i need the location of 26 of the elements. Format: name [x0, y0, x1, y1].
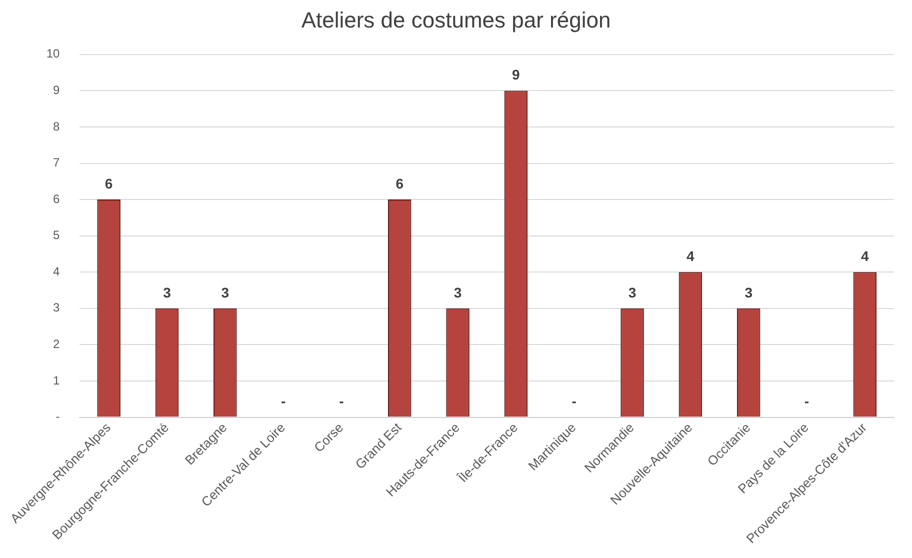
y-tick-label: 9 [53, 83, 60, 97]
data-label: 4 [861, 248, 870, 264]
data-label: - [804, 393, 810, 410]
data-label: 6 [104, 175, 113, 192]
data-label: 6 [396, 175, 404, 192]
data-label: 4 [686, 248, 695, 264]
data-label: 3 [628, 284, 636, 300]
data-label: 3 [744, 284, 753, 300]
y-tick-label: 7 [53, 156, 60, 170]
data-label: 3 [454, 284, 462, 300]
data-label: 9 [512, 66, 520, 83]
y-tick-label: - [56, 410, 60, 424]
y-tick-label: 3 [53, 300, 60, 315]
y-tick-label: 10 [46, 46, 60, 61]
data-label: - [280, 393, 286, 410]
y-tick-label: 5 [53, 228, 60, 242]
chart-title: Ateliers de costumes par région [301, 7, 611, 32]
y-tick-label: 1 [53, 373, 60, 388]
y-tick-label: 6 [53, 192, 60, 206]
data-label: - [572, 393, 577, 410]
y-tick-label: 2 [53, 337, 60, 352]
y-tick-label: 4 [53, 264, 60, 278]
data-label: 3 [221, 284, 230, 300]
data-label: - [339, 393, 344, 410]
data-label: 3 [163, 284, 172, 300]
y-tick-label: 8 [53, 119, 60, 134]
